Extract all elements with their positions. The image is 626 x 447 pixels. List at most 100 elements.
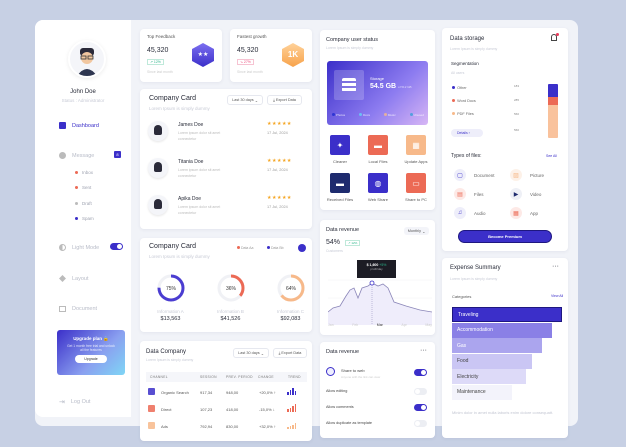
expense-subtitle: Lorem Ipsum is simply dummy (450, 277, 498, 281)
col-change: CHANGE (258, 375, 274, 379)
files-icon: ▤ (454, 188, 466, 200)
sidebar-sub-draft[interactable]: Draft (75, 201, 92, 206)
revenue-value: 54% (326, 239, 341, 246)
top-feedback-title: Top Feedback (147, 34, 176, 39)
reviewer-name: Apika Doe (178, 196, 202, 202)
sidebar-sub-inbox[interactable]: Inbox (75, 170, 93, 175)
expense-bar-gas[interactable]: Gas (452, 338, 542, 353)
table-row[interactable]: Ads 792,94 830,00 +32,0% ↑ (147, 420, 307, 434)
data-company-title: Data Company (146, 349, 187, 355)
upgrade-title: Upgrade plan 🔒 (73, 336, 109, 341)
donut-amount: $92,083 (280, 316, 301, 322)
card-options-button[interactable] (298, 244, 306, 252)
setting-toggle[interactable] (414, 420, 427, 427)
settings-title: Data revenue (326, 349, 360, 355)
segment-axis-value: 560 (514, 112, 520, 116)
file-type-app[interactable]: ▦ App (510, 207, 538, 219)
file-type-audio[interactable]: ♫ Audio (454, 207, 486, 219)
top-feedback-value: 45,320 (147, 47, 169, 54)
file-type-document[interactable]: ▢ Document (454, 169, 495, 181)
segment-legend-item: PDF Files (452, 112, 474, 116)
company-card2-title: Company Card (149, 243, 197, 250)
tile-label: Received Files (326, 197, 354, 202)
segmentation-label: Segmentation (451, 61, 479, 66)
light-mode-toggle[interactable] (110, 243, 123, 250)
globe-icon[interactable]: ◍ (368, 173, 388, 193)
sidebar-item-message[interactable]: Message (59, 152, 94, 159)
sidebar-item-dashboard[interactable]: Dashboard (59, 122, 99, 129)
donut-chart: 75% (157, 274, 184, 302)
data-company-card: Data Company Lorem Ipsum is simply dummy… (140, 341, 312, 441)
revenue-area (328, 283, 432, 325)
tile-label: Web Share (368, 197, 388, 202)
prev-period-value: 948,00 (226, 390, 239, 395)
date-filter-dropdown[interactable]: Last 30 days ⌄ (227, 95, 263, 105)
storage-stacked-bar (548, 84, 558, 138)
avatar[interactable] (68, 40, 106, 78)
donut-label: Information A (157, 309, 184, 314)
expense-bar-maintenance[interactable]: Maintenance (452, 384, 512, 400)
expense-bar-electricity[interactable]: Electricity (452, 369, 526, 384)
expense-more-icon[interactable]: ··· (552, 263, 559, 270)
export-data-button[interactable]: ⤓ Export Data (267, 95, 302, 105)
data-company-filter[interactable]: Last 30 days ⌄ (233, 348, 269, 358)
file-type-picture[interactable]: ▨ Picture (510, 169, 544, 181)
legend-data-bb: Data Bb (267, 246, 284, 250)
trend-sparkbars (287, 421, 296, 429)
expense-bar-traveling[interactable]: Traveling (452, 307, 562, 322)
col-trend: TREND (288, 375, 301, 379)
sidebar-item-document[interactable]: Document (59, 306, 97, 312)
grid-icon[interactable]: ▦ (406, 135, 426, 155)
user-status-subtitle: Lorem Ipsum is simply dummy (326, 46, 374, 50)
segment-legend-item: Word Docs (452, 99, 476, 103)
view-all-link[interactable]: View All (551, 294, 564, 298)
donut-percent: 36% (225, 286, 236, 292)
logout-button[interactable]: ⇥ Log Out (59, 399, 91, 406)
donut-percent: 64% (285, 286, 296, 292)
donut-stat: 64% Information C $92,083 (268, 272, 313, 322)
setting-toggle[interactable] (414, 388, 427, 395)
session-value: 792,94 (200, 424, 213, 429)
session-value: 107,23 (200, 407, 213, 412)
data-company-export[interactable]: ⤓ Export Data (273, 348, 307, 358)
sidebar-item-light-mode: Light Mode (59, 244, 99, 251)
revenue-period-dropdown[interactable]: Monthly ⌄ (404, 227, 429, 235)
folder-icon[interactable]: ▬ (330, 173, 350, 193)
table-row[interactable]: Organic Search 917,34 948,00 +20,0% ↑ (147, 386, 307, 400)
see-all-link[interactable]: See All (546, 154, 557, 158)
sidebar-sub-spam[interactable]: Spam (75, 216, 94, 221)
company-card-donuts: Company Card Lorem Ipsum is simply dummy… (140, 238, 312, 332)
bell-icon[interactable] (551, 33, 559, 41)
month-label: Apr (401, 323, 407, 327)
more-options-icon[interactable]: ··· (420, 347, 427, 354)
file-type-files[interactable]: ▤ Files (454, 188, 484, 200)
file-type-video[interactable]: ▶ Video (510, 188, 541, 200)
donut-percent: 75% (165, 286, 176, 292)
fastest-growth-card: Fastest growth 45,320 ↘ 27% Since last m… (230, 29, 312, 82)
message-badge: 8 (114, 151, 121, 158)
categories-label: Categories (452, 294, 472, 299)
monitor-icon[interactable]: ▭ (406, 173, 426, 193)
share-to-web-toggle[interactable] (414, 369, 427, 376)
sidebar-item-layout[interactable]: Layout (59, 275, 89, 282)
segment-axis-value: 560 (514, 128, 520, 132)
sparkle-icon[interactable]: ✦ (330, 135, 350, 155)
upgrade-button[interactable]: Upgrade (75, 355, 107, 363)
folder-icon[interactable]: ▬ (368, 135, 388, 155)
expense-bar-food[interactable]: Food (452, 353, 532, 369)
calendar-icon (59, 306, 66, 312)
details-button[interactable]: Details › (451, 129, 483, 137)
setting-toggle[interactable] (414, 404, 427, 411)
share-to-web-label: Share to web (341, 368, 365, 373)
profile-status: Status : Administrator (61, 98, 105, 103)
review-text: Lorem ipsum dolor sit amet connectetur (178, 131, 221, 141)
donut-label: Information B (217, 309, 244, 314)
prev-period-value: 418,00 (226, 407, 239, 412)
review-date: 17 Jul, 2024 (267, 168, 288, 172)
sidebar-sub-sent[interactable]: Sent (75, 185, 91, 190)
reviewer-name: James Doe (178, 122, 204, 128)
table-row[interactable]: Direct 107,23 418,00 -15,0% ↓ (147, 403, 307, 417)
expense-bar-accommodation[interactable]: Accommodation (452, 322, 552, 338)
become-premium-button[interactable]: Become Premium (458, 230, 552, 243)
review-item: James Doe Lorem ipsum dolor sit amet con… (140, 117, 312, 149)
